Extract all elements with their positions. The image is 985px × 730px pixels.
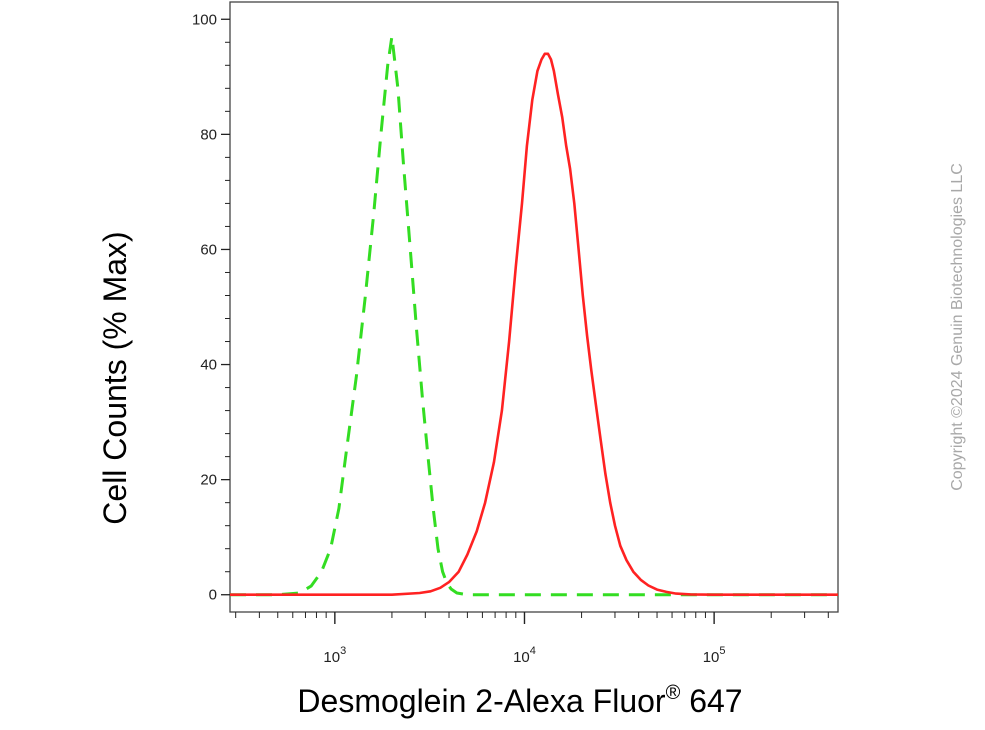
y-axis-title: Cell Counts (% Max) [97, 231, 133, 524]
series-line-1 [230, 35, 838, 597]
x-tick-label: 105 [703, 645, 726, 666]
copyright-watermark: Copyright ©2024 Genuin Biotechnologies L… [949, 163, 966, 491]
x-axis-title-main: Desmoglein 2-Alexa Fluor [297, 683, 666, 719]
x-axis-title: Desmoglein 2-Alexa Fluor® 647 [297, 682, 742, 719]
series-line-2 [230, 52, 838, 596]
y-tick-label: 20 [200, 472, 217, 489]
plot-frame [229, 1, 839, 613]
x-axis-title-suffix: 647 [680, 683, 742, 719]
x-axis-title-superscript: ® [666, 682, 681, 704]
y-tick-label: 40 [200, 357, 217, 374]
y-tick-label: 60 [200, 241, 217, 258]
x-tick-label: 103 [323, 645, 346, 666]
y-tick-label: 80 [200, 126, 217, 143]
y-axis: 0 20 40 60 80 100 [192, 11, 230, 604]
y-tick-label: 0 [209, 587, 217, 604]
x-axis: 103 104 105 [235, 612, 829, 666]
x-tick-label: 104 [513, 645, 536, 666]
y-tick-label: 100 [192, 11, 217, 28]
series-group [230, 35, 838, 597]
